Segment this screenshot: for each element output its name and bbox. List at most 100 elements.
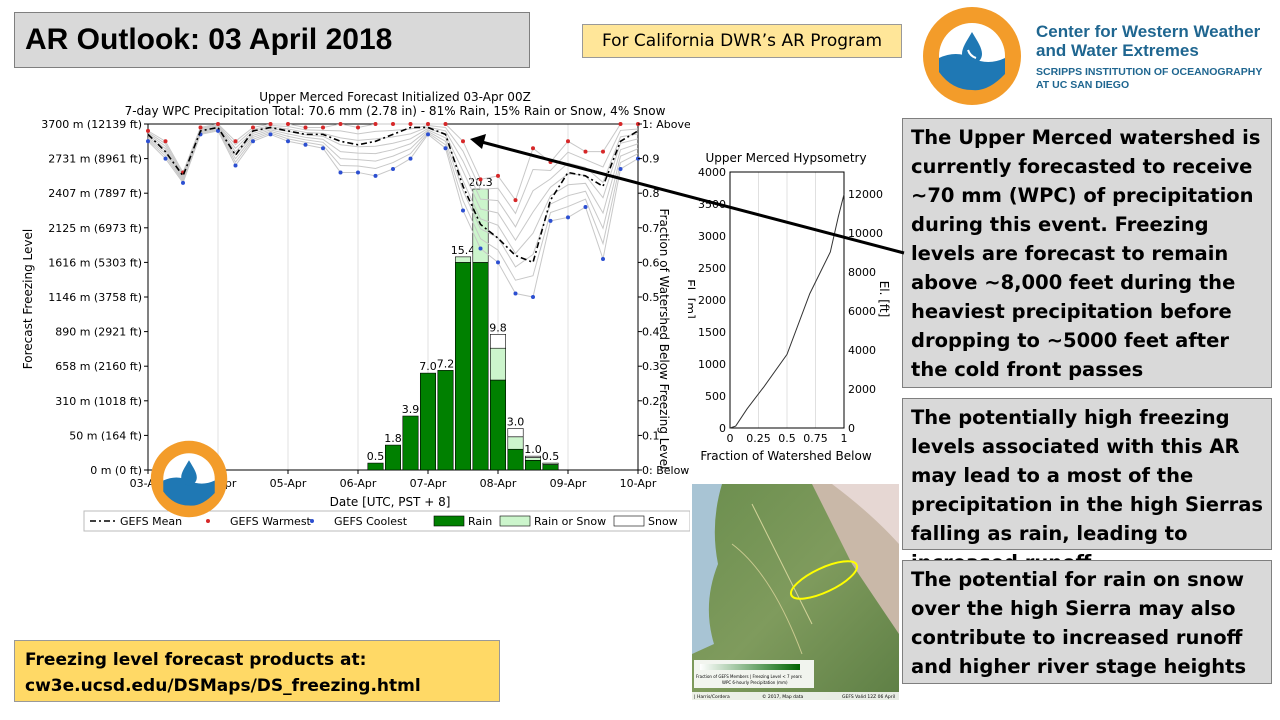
bar-value-label: 3.9 <box>402 403 420 416</box>
hyps-y-tick-label: 3000 <box>698 230 726 243</box>
map-graphic: Fraction of GEFS Members | Freezing Leve… <box>692 484 899 700</box>
y-axis-label: Forecast Freezing Level <box>21 229 35 369</box>
warmest-point <box>321 125 325 130</box>
cw3e-logo-small <box>150 440 228 518</box>
bar-snow <box>489 334 506 349</box>
warmest-point <box>146 128 150 133</box>
bar-value-label: 7.2 <box>437 357 455 370</box>
bar-rain <box>402 415 419 471</box>
note-freezing-levels: The potentially high freezing levels ass… <box>902 398 1272 574</box>
y-tick-label: 310 m (1018 ft) <box>55 395 142 408</box>
y-tick-label: 2125 m (6973 ft) <box>48 222 142 235</box>
warmest-point <box>216 122 220 126</box>
plot-area: 0.51.83.97.0 7.215.420.39.83.01.00.50 m (… <box>41 118 690 490</box>
coolest-point <box>408 156 413 161</box>
warmest-point <box>496 173 500 178</box>
coolest-point <box>583 205 588 210</box>
warmest-point <box>198 125 203 130</box>
org-name-line1: Center for Western Weather <box>1036 22 1261 41</box>
coolest-point <box>356 170 360 175</box>
y-right-axis-label: Fraction of Watershed Below Freezing Lev… <box>657 209 671 470</box>
member-line <box>147 126 639 242</box>
warmest-point <box>373 122 378 126</box>
coolest-point <box>233 163 238 168</box>
legend-swatch <box>310 519 314 523</box>
hyps-y-tick-label: 4000 <box>698 166 726 179</box>
hypsometry-chart: Upper Merced Hypsometry 0 0.25 0.5 0.75 1050… <box>688 151 891 463</box>
legend-swatch <box>499 515 531 527</box>
x-tick-label: 08-Apr <box>480 477 517 490</box>
bar-value-label: 3.0 <box>507 415 525 428</box>
note-watershed-forecast: The Upper Merced watershed is currently … <box>902 118 1272 388</box>
member-line <box>147 125 639 228</box>
coolest-point <box>303 142 308 147</box>
member-line <box>147 124 639 215</box>
warmest-point <box>268 122 273 126</box>
warmest-point <box>618 122 623 126</box>
warmest-point <box>513 198 518 203</box>
warmest-point <box>461 139 465 144</box>
chart-subtitle: 7-day WPC Precipitation Total: 70.6 mm (… <box>125 104 666 118</box>
note-rain-on-snow: The potential for rain on snow over the … <box>902 560 1272 684</box>
bar-value-label: 0.5 <box>367 450 385 463</box>
hyps-x-tick-label: 0.25 <box>746 432 771 445</box>
hyps-y-right-tick-label: 2000 <box>848 383 876 396</box>
freezing-level-map: Fraction of GEFS Members | Freezing Leve… <box>692 484 899 700</box>
y-right-tick-label: 1: Above Watershed <box>642 118 690 131</box>
map-credit-right: GEFS Valid 12Z 06 April <box>842 694 895 700</box>
map-credit-mid: © 2017, Map data <box>762 693 804 700</box>
coolest-point <box>286 139 290 144</box>
legend-label: Rain or Snow <box>534 515 606 528</box>
legend-label: Rain <box>468 515 492 528</box>
warmest-point <box>426 122 430 126</box>
coolest-point <box>548 218 553 223</box>
hyps-y-right-tick-label: 6000 <box>848 305 876 318</box>
hyps-y-right-tick-label: 12000 <box>848 188 883 201</box>
coolest-point <box>163 156 168 161</box>
legend-swatch <box>433 515 465 527</box>
coolest-point <box>391 166 395 171</box>
org-name-line2: and Water Extremes <box>1036 41 1199 60</box>
bar-rain <box>437 370 454 471</box>
y-tick-label: 658 m (2160 ft) <box>55 360 142 373</box>
hyps-y-tick-label: 500 <box>705 390 726 403</box>
coolest-point <box>601 256 605 261</box>
freezing-products-link[interactable]: cw3e.ucsd.edu/DSMaps/DS_freezing.html <box>25 676 421 696</box>
x-tick-label: 06-Apr <box>340 477 377 490</box>
hyps-frame <box>729 171 845 429</box>
legend-swatch <box>613 515 645 527</box>
map-legend-caption2: WPC 6-hourly Precipitation (mm) <box>722 680 788 685</box>
x-axis-label: Date [UTC, PST + 8] <box>330 495 451 509</box>
coolest-point <box>373 173 378 178</box>
footer-line1: Freezing level forecast products at: <box>25 650 367 670</box>
hyps-x-tick-label: 0.5 <box>778 432 796 445</box>
warmest-point <box>286 122 290 126</box>
warmest-point <box>391 122 395 126</box>
y-tick-label: 50 m (164 ft) <box>69 429 142 442</box>
y-tick-label: 890 m (2921 ft) <box>55 326 142 339</box>
chart-title: Upper Merced Forecast Initialized 03-Apr… <box>259 90 531 104</box>
warmest-point <box>408 122 413 126</box>
y-right-tick-label: 0.2 <box>642 395 660 408</box>
legend-label: GEFS Mean <box>120 515 182 528</box>
coolest-point <box>443 146 448 151</box>
hyps-y-tick-label: 2500 <box>698 262 726 275</box>
warmest-point <box>251 125 255 130</box>
coolest-point <box>513 291 518 296</box>
y-right-tick-label: 0.3 <box>642 360 660 373</box>
warmest-point <box>163 139 168 144</box>
hyps-y-tick-label: 1500 <box>698 326 726 339</box>
hyps-y-right-label: El. [ft] <box>877 281 891 318</box>
y-right-tick-label: 0.6 <box>642 256 660 269</box>
coolest-point <box>251 139 255 144</box>
hyps-y-right-tick-label: 0 <box>848 422 855 435</box>
coolest-point <box>321 146 325 151</box>
warmest-point <box>233 139 238 144</box>
bar-rain-or-snow <box>454 256 471 263</box>
bar-snow <box>524 455 541 458</box>
hyps-y-tick-label: 1000 <box>698 358 726 371</box>
hyps-title: Upper Merced Hypsometry <box>705 151 866 165</box>
hyps-y-right-tick-label: 4000 <box>848 344 876 357</box>
coolest-point <box>216 128 220 133</box>
